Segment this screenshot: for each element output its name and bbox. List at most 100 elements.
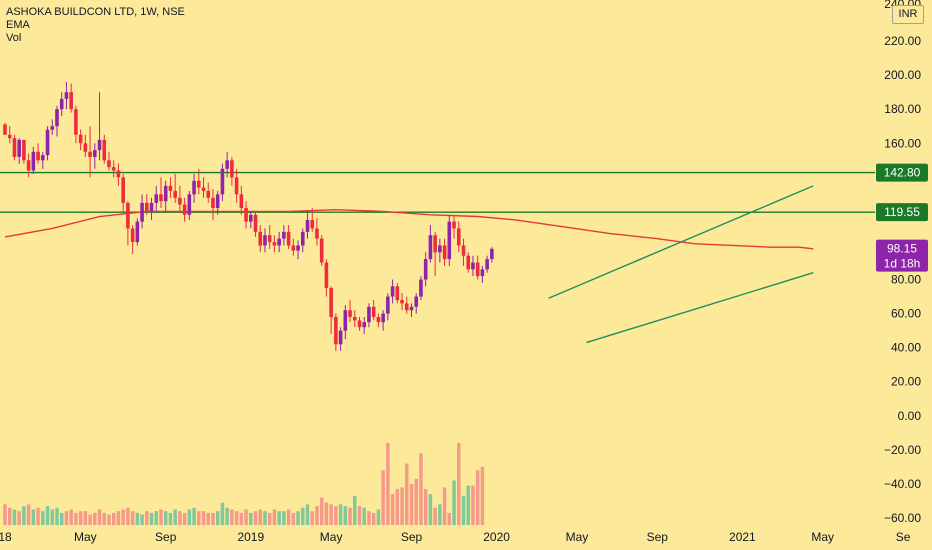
price-tick-label: 40.00 (891, 341, 921, 355)
price-tick-label: 160.00 (884, 136, 921, 150)
candle-body (315, 228, 319, 239)
volume-bar (116, 511, 121, 525)
volume-bar (102, 512, 107, 525)
level-price-badge (876, 203, 928, 222)
channel-lower-line[interactable] (586, 272, 814, 344)
volume-bar (206, 512, 210, 525)
volume-bar (457, 443, 461, 525)
candle-body (230, 160, 234, 178)
candle-body (456, 228, 461, 246)
candle-body (452, 221, 456, 229)
volume-bar (31, 509, 36, 525)
level-price-label: 142.80 (884, 166, 921, 180)
candle-body (248, 214, 253, 222)
candle-body (438, 245, 442, 253)
candle-body (12, 138, 17, 157)
volume-bar (409, 483, 414, 525)
price-tick-label: 180.00 (884, 102, 921, 116)
candle-body (490, 248, 494, 260)
last-price-badge (876, 239, 928, 272)
volume-bar (163, 511, 168, 525)
candle-body (215, 194, 220, 208)
candle-body (263, 235, 267, 246)
volume-bar (258, 509, 262, 525)
symbol-title[interactable]: ASHOKA BUILDCON LTD, 1W, NSE (6, 6, 185, 18)
candle-body (244, 207, 248, 222)
volume-bar (324, 502, 329, 525)
candle-body (17, 139, 21, 157)
volume-bar (475, 470, 480, 525)
volume-bar (395, 489, 400, 525)
time-tick-label: May (566, 530, 589, 544)
volume-bar (267, 512, 272, 525)
candle-body (55, 109, 59, 127)
volume-bar (230, 509, 234, 525)
volume-bar (414, 478, 418, 525)
volume-bar (7, 507, 12, 525)
volume-bar (17, 511, 21, 525)
candle-body (182, 204, 187, 215)
candle-body (480, 269, 485, 277)
volume-bar (461, 495, 466, 525)
ema-indicator-label[interactable]: EMA (6, 19, 30, 31)
volume-indicator-label[interactable]: Vol (6, 32, 22, 44)
candle-body (196, 180, 201, 188)
time-tick-label: May (74, 530, 97, 544)
candle-body (192, 180, 196, 195)
price-tick-label: 80.00 (891, 273, 921, 287)
price-tick-label: 0.00 (898, 409, 922, 423)
volume-bar (78, 511, 83, 525)
candle-body (22, 139, 26, 161)
volume-bar (197, 511, 201, 525)
candle-body (7, 134, 12, 139)
candle-body (324, 262, 329, 289)
volume-bar (447, 512, 452, 525)
volume-bar (386, 443, 390, 525)
time-tick-label: May (811, 530, 834, 544)
volume-bar (50, 509, 55, 525)
volume-bar (263, 511, 267, 525)
volume-bar (26, 504, 31, 525)
candle-body (291, 245, 296, 251)
candle-body (211, 197, 215, 208)
volume-bar (315, 506, 319, 525)
volume-bar (253, 511, 258, 525)
candle-body (286, 231, 291, 246)
candle-body (234, 177, 239, 195)
volume-bar (159, 509, 163, 525)
volume-bar (371, 512, 376, 525)
candle-body (277, 238, 281, 246)
volume-bar (97, 509, 102, 525)
candle-body (409, 306, 414, 311)
volume-bar (145, 511, 149, 525)
time-tick-label: Sep (647, 530, 669, 544)
time-axis[interactable]: 18 May Sep 2019 May Sep 2020 May Sep 2021 May Se (0, 530, 911, 544)
candle-body (400, 299, 404, 304)
volume-bar (353, 495, 357, 525)
volume-bar (107, 514, 111, 525)
volume-bar (301, 507, 305, 525)
candle-body (206, 190, 211, 198)
volume-bar (381, 470, 385, 525)
candle-body (461, 245, 466, 256)
last-price-label: 98.15 (887, 242, 917, 256)
volume-bar (357, 506, 362, 525)
candles (3, 81, 494, 352)
volume-bar (178, 511, 182, 525)
candle-body (102, 139, 107, 161)
currency-button[interactable]: INR (892, 5, 924, 24)
candle-body (41, 155, 45, 161)
candle-body (386, 296, 390, 314)
volume-bar (55, 507, 59, 525)
candle-body (64, 92, 69, 99)
candle-body (178, 197, 182, 205)
candle-body (31, 151, 36, 171)
candle-body (3, 124, 7, 135)
volume-bar (12, 509, 17, 525)
candle-body (447, 221, 452, 260)
time-tick-label: Sep (155, 530, 177, 544)
candle-body (225, 160, 229, 169)
candle-body (253, 214, 258, 232)
